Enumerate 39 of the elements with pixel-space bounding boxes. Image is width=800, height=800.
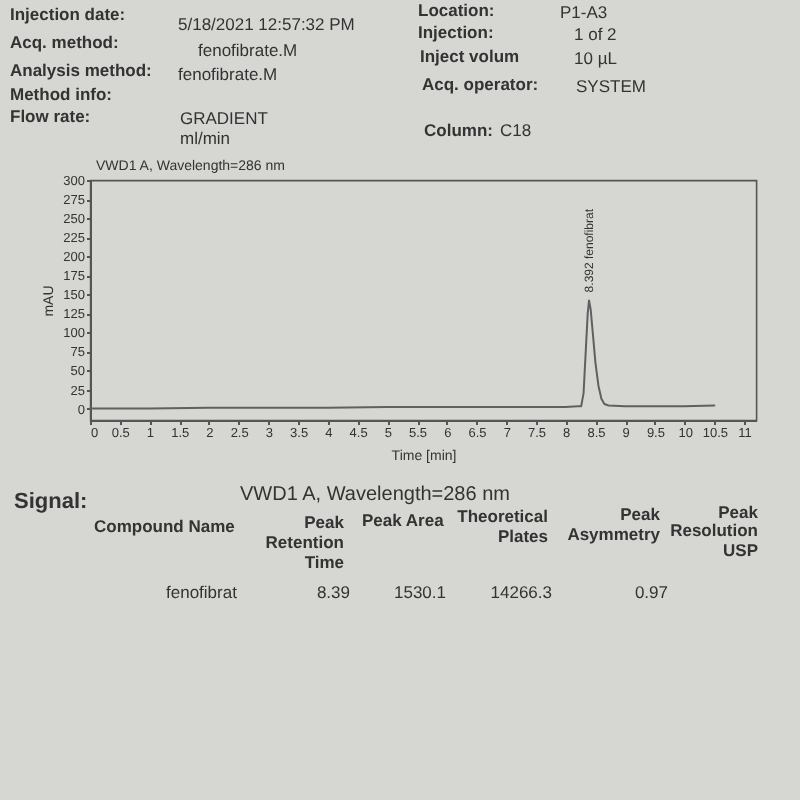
text: Retention: [265, 532, 344, 552]
text: 8.39: [316, 582, 351, 602]
text: Signal:: [14, 490, 88, 514]
text: Theoretical: [457, 506, 548, 526]
text: GRADIENT: [180, 108, 268, 128]
text: Peak: [718, 502, 759, 522]
text: ml/min: [180, 128, 231, 148]
text: Injection date:: [10, 4, 126, 24]
text: Flow rate:: [10, 106, 91, 126]
text: fenofibrate.M: [198, 40, 298, 60]
text: Inject volum: [420, 46, 521, 66]
text: Acq. method:: [10, 32, 119, 52]
text: SYSTEM: [576, 76, 646, 96]
text: USP: [723, 540, 759, 560]
text: 1 of 2: [574, 24, 618, 44]
text: Resolution: [670, 520, 758, 540]
text: 5/18/2021 12:57:32 PM: [178, 14, 355, 34]
text: C18: [500, 120, 532, 140]
text: 10 µL: [574, 48, 618, 68]
text: Peak: [620, 504, 661, 524]
text: 0.97: [634, 582, 669, 602]
text: Time: [304, 552, 345, 572]
text: Column:: [424, 120, 494, 140]
text: Method info:: [10, 84, 113, 104]
text: Location:: [418, 0, 495, 20]
text: Peak: [304, 512, 345, 532]
text: Compound Name: [94, 516, 236, 536]
text: 14266.3: [490, 582, 553, 602]
text: fenofibrate.M: [178, 64, 278, 84]
text: Plates: [497, 526, 549, 546]
text: 1530.1: [394, 582, 447, 602]
text: Analysis method:: [10, 60, 153, 80]
text: Acq. operator:: [422, 74, 539, 94]
text: fenofibrat: [166, 582, 239, 602]
text: Injection:: [418, 22, 494, 42]
text: Peak Area: [362, 510, 445, 530]
text: P1-A3: [560, 2, 608, 22]
text: Asymmetry: [567, 524, 661, 544]
text: VWD1 A, Wavelength=286 nm: [240, 484, 510, 506]
